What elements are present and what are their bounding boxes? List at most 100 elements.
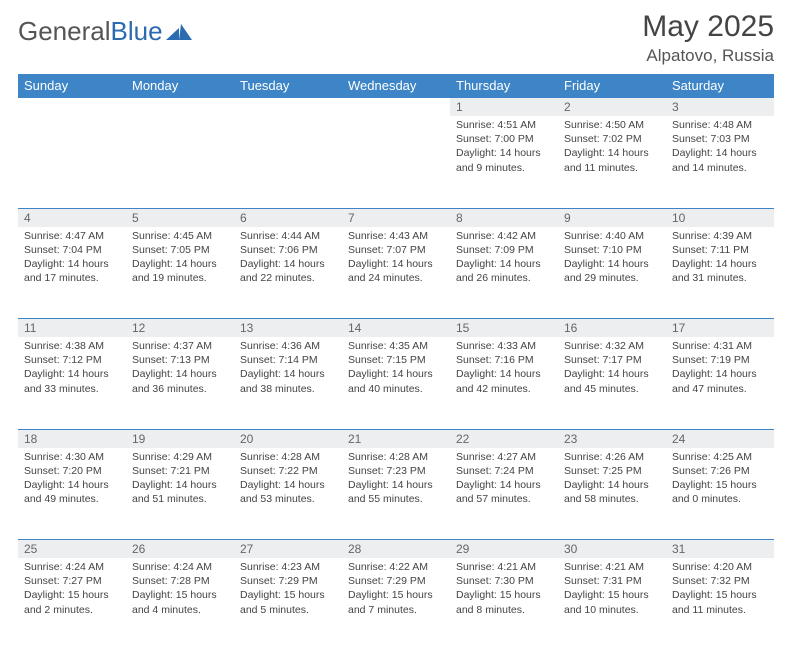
sunset-text: Sunset: 7:16 PM [456, 353, 552, 367]
daylight-text-2: and 42 minutes. [456, 382, 552, 396]
sunset-text: Sunset: 7:29 PM [348, 574, 444, 588]
daylight-text-2: and 26 minutes. [456, 271, 552, 285]
sunset-text: Sunset: 7:00 PM [456, 132, 552, 146]
sunset-text: Sunset: 7:10 PM [564, 243, 660, 257]
day-number-cell: 5 [126, 208, 234, 227]
weekday-header: Monday [126, 74, 234, 98]
daylight-text-2: and 24 minutes. [348, 271, 444, 285]
daylight-text-2: and 17 minutes. [24, 271, 120, 285]
day-number-cell: 2 [558, 98, 666, 117]
day-number-cell [234, 98, 342, 117]
day-number-cell [126, 98, 234, 117]
day-number-cell: 25 [18, 540, 126, 559]
sunrise-text: Sunrise: 4:21 AM [564, 560, 660, 574]
day-number-cell: 14 [342, 319, 450, 338]
day-number-row: 45678910 [18, 208, 774, 227]
day-data-cell: Sunrise: 4:31 AMSunset: 7:19 PMDaylight:… [666, 337, 774, 429]
daylight-text-1: Daylight: 14 hours [24, 367, 120, 381]
daylight-text-2: and 33 minutes. [24, 382, 120, 396]
day-number-cell [18, 98, 126, 117]
sunrise-text: Sunrise: 4:27 AM [456, 450, 552, 464]
daylight-text-1: Daylight: 14 hours [240, 478, 336, 492]
day-data-cell [126, 116, 234, 208]
sunset-text: Sunset: 7:09 PM [456, 243, 552, 257]
day-number-cell: 31 [666, 540, 774, 559]
day-data-row: Sunrise: 4:24 AMSunset: 7:27 PMDaylight:… [18, 558, 774, 650]
weekday-header: Sunday [18, 74, 126, 98]
day-number-cell [342, 98, 450, 117]
sunrise-text: Sunrise: 4:35 AM [348, 339, 444, 353]
day-data-cell: Sunrise: 4:21 AMSunset: 7:30 PMDaylight:… [450, 558, 558, 650]
day-number-cell: 19 [126, 429, 234, 448]
sunset-text: Sunset: 7:06 PM [240, 243, 336, 257]
daylight-text-1: Daylight: 14 hours [348, 367, 444, 381]
daylight-text-2: and 49 minutes. [24, 492, 120, 506]
day-data-cell: Sunrise: 4:39 AMSunset: 7:11 PMDaylight:… [666, 227, 774, 319]
day-data-cell: Sunrise: 4:47 AMSunset: 7:04 PMDaylight:… [18, 227, 126, 319]
sunrise-text: Sunrise: 4:22 AM [348, 560, 444, 574]
sunset-text: Sunset: 7:14 PM [240, 353, 336, 367]
sunset-text: Sunset: 7:27 PM [24, 574, 120, 588]
sunset-text: Sunset: 7:25 PM [564, 464, 660, 478]
day-data-cell [18, 116, 126, 208]
sunset-text: Sunset: 7:19 PM [672, 353, 768, 367]
day-number-cell: 22 [450, 429, 558, 448]
daylight-text-1: Daylight: 14 hours [564, 257, 660, 271]
day-number-cell: 12 [126, 319, 234, 338]
weekday-header: Thursday [450, 74, 558, 98]
daylight-text-1: Daylight: 14 hours [564, 146, 660, 160]
daylight-text-2: and 0 minutes. [672, 492, 768, 506]
sunrise-text: Sunrise: 4:38 AM [24, 339, 120, 353]
day-number-cell: 6 [234, 208, 342, 227]
daylight-text-1: Daylight: 14 hours [456, 257, 552, 271]
day-number-cell: 3 [666, 98, 774, 117]
weekday-header: Saturday [666, 74, 774, 98]
day-data-cell: Sunrise: 4:40 AMSunset: 7:10 PMDaylight:… [558, 227, 666, 319]
daylight-text-1: Daylight: 14 hours [132, 257, 228, 271]
day-data-cell [234, 116, 342, 208]
sunset-text: Sunset: 7:24 PM [456, 464, 552, 478]
day-data-cell: Sunrise: 4:26 AMSunset: 7:25 PMDaylight:… [558, 448, 666, 540]
day-number-cell: 9 [558, 208, 666, 227]
sunset-text: Sunset: 7:23 PM [348, 464, 444, 478]
sunrise-text: Sunrise: 4:24 AM [24, 560, 120, 574]
weekday-header: Friday [558, 74, 666, 98]
sunrise-text: Sunrise: 4:29 AM [132, 450, 228, 464]
daylight-text-2: and 57 minutes. [456, 492, 552, 506]
day-data-cell: Sunrise: 4:30 AMSunset: 7:20 PMDaylight:… [18, 448, 126, 540]
sunrise-text: Sunrise: 4:44 AM [240, 229, 336, 243]
daylight-text-2: and 45 minutes. [564, 382, 660, 396]
day-number-cell: 17 [666, 319, 774, 338]
daylight-text-2: and 11 minutes. [672, 603, 768, 617]
sunset-text: Sunset: 7:04 PM [24, 243, 120, 257]
sunset-text: Sunset: 7:07 PM [348, 243, 444, 257]
daylight-text-1: Daylight: 14 hours [348, 257, 444, 271]
day-data-cell: Sunrise: 4:51 AMSunset: 7:00 PMDaylight:… [450, 116, 558, 208]
sunset-text: Sunset: 7:31 PM [564, 574, 660, 588]
day-number-cell: 21 [342, 429, 450, 448]
sunset-text: Sunset: 7:26 PM [672, 464, 768, 478]
daylight-text-1: Daylight: 14 hours [456, 146, 552, 160]
day-data-cell: Sunrise: 4:44 AMSunset: 7:06 PMDaylight:… [234, 227, 342, 319]
day-data-cell: Sunrise: 4:24 AMSunset: 7:27 PMDaylight:… [18, 558, 126, 650]
day-number-cell: 7 [342, 208, 450, 227]
header: GeneralBlue May 2025 Alpatovo, Russia [18, 10, 774, 66]
sunrise-text: Sunrise: 4:31 AM [672, 339, 768, 353]
sunrise-text: Sunrise: 4:20 AM [672, 560, 768, 574]
sunrise-text: Sunrise: 4:30 AM [24, 450, 120, 464]
daylight-text-1: Daylight: 14 hours [240, 367, 336, 381]
daylight-text-2: and 8 minutes. [456, 603, 552, 617]
day-data-cell: Sunrise: 4:33 AMSunset: 7:16 PMDaylight:… [450, 337, 558, 429]
day-data-cell: Sunrise: 4:50 AMSunset: 7:02 PMDaylight:… [558, 116, 666, 208]
day-data-cell: Sunrise: 4:28 AMSunset: 7:23 PMDaylight:… [342, 448, 450, 540]
daylight-text-1: Daylight: 14 hours [24, 478, 120, 492]
sunrise-text: Sunrise: 4:40 AM [564, 229, 660, 243]
sunset-text: Sunset: 7:05 PM [132, 243, 228, 257]
logo: GeneralBlue [18, 16, 192, 47]
sunset-text: Sunset: 7:03 PM [672, 132, 768, 146]
daylight-text-1: Daylight: 15 hours [672, 478, 768, 492]
sunrise-text: Sunrise: 4:42 AM [456, 229, 552, 243]
day-number-row: 18192021222324 [18, 429, 774, 448]
daylight-text-2: and 4 minutes. [132, 603, 228, 617]
sunrise-text: Sunrise: 4:47 AM [24, 229, 120, 243]
